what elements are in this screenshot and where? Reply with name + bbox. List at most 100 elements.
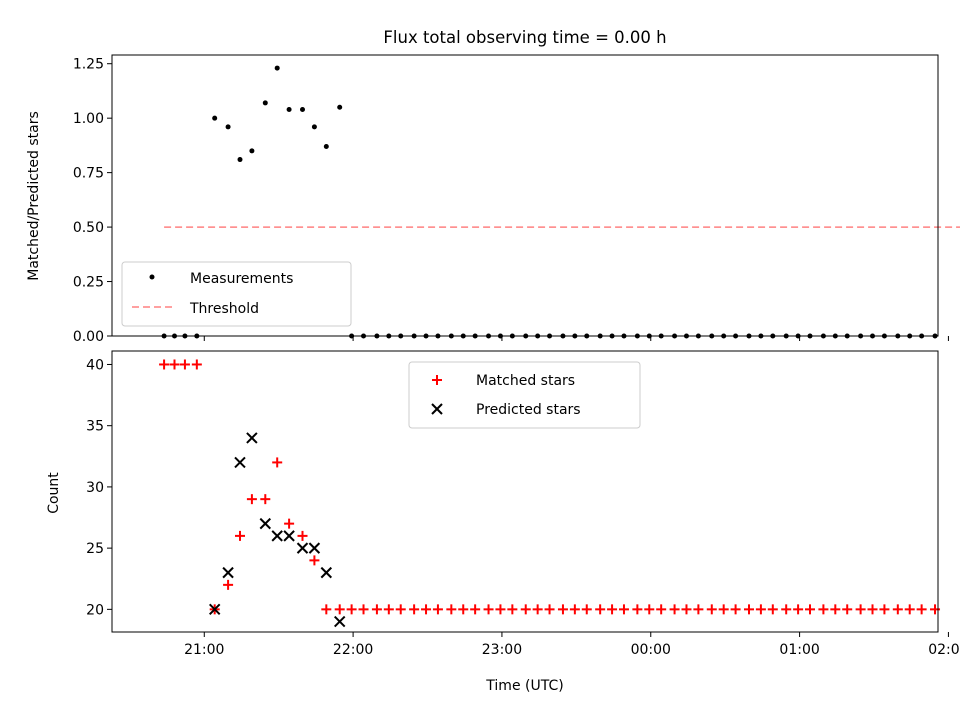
bottom-y-tick-label: 30	[86, 480, 104, 496]
bottom-legend-box	[408, 361, 641, 429]
matched-star-marker	[681, 604, 692, 615]
measurement-point	[311, 124, 317, 130]
matched-star-marker	[743, 604, 754, 615]
matched-star-marker	[855, 604, 866, 615]
matched-star-marker	[693, 604, 704, 615]
matched-star-marker	[383, 604, 394, 615]
x-tick-label: 02:00	[928, 642, 960, 658]
predicted-marker-b	[320, 566, 333, 579]
matched-star-marker	[432, 604, 443, 615]
matched-star-marker	[644, 604, 655, 615]
x-tick-label: 22:00	[333, 642, 373, 658]
matched-star-marker	[718, 604, 729, 615]
measurement-point	[300, 106, 306, 112]
predicted-star-marker	[334, 615, 346, 628]
matched-star-marker	[520, 604, 531, 615]
matched-star-marker	[767, 604, 778, 615]
predicted-marker-b	[308, 542, 321, 554]
bottom-axis-ticks: 20 25 30 35 40 21:00 22:00 23:00 00:00 01:00 02:00…	[86, 357, 960, 658]
predicted-marker-b	[334, 615, 346, 628]
matched-star-marker	[272, 457, 283, 468]
matched-star-marker	[223, 579, 234, 590]
legend-threshold-label: Threshold	[189, 301, 259, 317]
predicted-marker-b	[246, 432, 258, 444]
matched-star-marker	[904, 604, 915, 615]
top-plot-frame	[111, 54, 939, 337]
measurement-point	[323, 143, 329, 149]
predicted-star-marker	[222, 566, 234, 579]
predicted-marker-b	[208, 603, 221, 616]
bottom-y-tick-label: 40	[86, 357, 104, 373]
top-y-tick-label: 1.00	[73, 111, 104, 127]
predicted-marker-b	[283, 530, 295, 542]
top-y-tick-label: 0.50	[73, 220, 104, 236]
bottom-data-layer	[159, 359, 941, 628]
matched-star-marker	[321, 604, 332, 615]
predicted-marker-b	[222, 566, 234, 579]
legend-measurements-marker	[149, 274, 155, 280]
matched-star-marker	[470, 604, 481, 615]
matched-star-marker	[755, 604, 766, 615]
bottom-y-tick-label: 25	[86, 541, 104, 557]
measurement-point	[249, 148, 255, 154]
legend-predicted-label: Predicted stars	[476, 402, 581, 418]
top-plot-panel: 0.00 0.25 0.50 0.75 1.00 1.25 Matched/Predict…	[26, 54, 960, 345]
matched-star-marker	[309, 555, 320, 566]
legend-predicted-marker	[431, 403, 443, 415]
matched-star-marker	[260, 494, 271, 505]
top-legend-box	[121, 261, 352, 327]
matched-star-marker	[421, 604, 432, 615]
matched-star-marker	[842, 604, 853, 615]
matched-star-marker	[793, 604, 804, 615]
matched-star-marker	[867, 604, 878, 615]
predicted-star-marker	[208, 603, 221, 616]
top-y-tick-label: 0.25	[73, 275, 104, 291]
matched-star-marker	[706, 604, 717, 615]
measurement-point	[262, 100, 268, 106]
matched-star-marker	[284, 518, 295, 529]
matched-star-marker	[358, 604, 369, 615]
bottom-plot-panel: 20 25 30 35 40 21:00 22:00 23:00 00:00 01:00 02:00…	[46, 350, 960, 694]
predicted-star-marker	[259, 517, 272, 530]
measurement-point	[337, 104, 343, 110]
matched-star-marker	[632, 604, 643, 615]
matched-star-marker	[618, 604, 629, 615]
matched-star-marker	[581, 604, 592, 615]
x-tick-label: 21:00	[184, 642, 224, 658]
top-y-tick-label: 0.00	[73, 329, 104, 345]
matched-star-marker	[446, 604, 457, 615]
predicted-star-marker	[271, 530, 283, 542]
top-y-axis-ticks: 0.00 0.25 0.50 0.75 1.00 1.25	[73, 57, 949, 345]
top-y-axis-label: Matched/Predicted stars	[26, 111, 42, 281]
matched-star-marker	[507, 604, 518, 615]
matched-star-marker	[818, 604, 829, 615]
measurement-point	[237, 157, 243, 163]
matched-star-marker	[234, 530, 245, 541]
matched-star-marker	[830, 604, 841, 615]
measurement-point	[212, 115, 218, 121]
matched-star-marker	[409, 604, 420, 615]
matched-star-marker	[805, 604, 816, 615]
matched-star-marker	[916, 604, 927, 615]
chart-title: Flux total observing time = 0.00 h	[383, 28, 666, 47]
measurement-point	[274, 65, 280, 71]
matched-star-marker	[371, 604, 382, 615]
matched-star-marker	[930, 604, 941, 615]
measurement-point	[286, 106, 292, 112]
x-tick-label: 00:00	[631, 642, 671, 658]
top-y-tick-label: 1.25	[73, 57, 104, 73]
top-y-tick-label: 0.75	[73, 166, 104, 182]
matched-star-marker	[458, 604, 469, 615]
matched-star-marker	[346, 604, 357, 615]
predicted-marker-b	[234, 456, 246, 469]
matched-star-marker	[781, 604, 792, 615]
matched-star-marker	[669, 604, 680, 615]
matched-star-marker	[557, 604, 568, 615]
predicted-star-marker	[320, 566, 333, 579]
matched-star-marker	[246, 494, 257, 505]
matched-star-marker	[532, 604, 543, 615]
matched-star-marker	[169, 359, 180, 370]
bottom-y-axis-label: Count	[46, 472, 62, 514]
legend-matched-marker	[432, 375, 442, 385]
